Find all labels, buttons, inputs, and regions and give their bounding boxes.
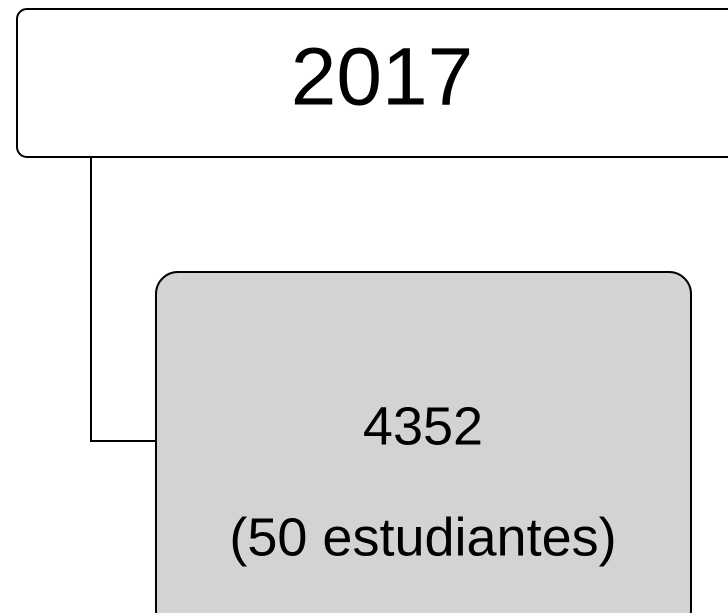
students-label: (50 estudiantes) <box>229 507 616 567</box>
connector <box>90 157 156 442</box>
year-label: 2017 <box>291 32 473 123</box>
count-label: 4352 <box>363 396 483 456</box>
detail-box <box>155 271 692 613</box>
year-box <box>16 8 728 158</box>
